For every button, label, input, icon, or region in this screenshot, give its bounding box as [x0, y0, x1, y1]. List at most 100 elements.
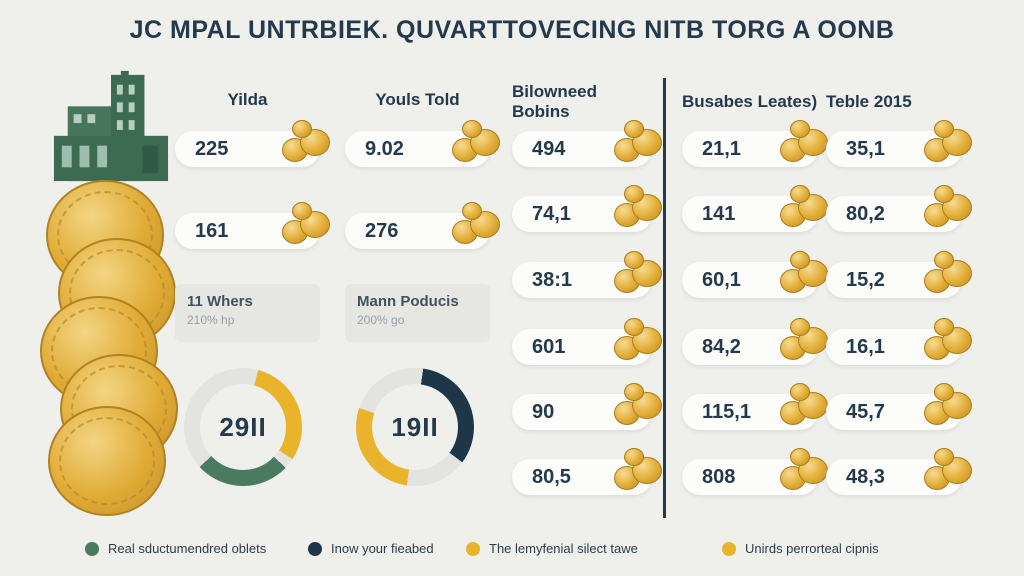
stat-value: 494 — [532, 137, 566, 160]
building-icon — [53, 70, 169, 182]
legend-item: The lemyfenial silect tawe — [466, 541, 638, 556]
stat-value: 80,2 — [846, 202, 885, 225]
stat-pill: 84,2 — [682, 318, 828, 365]
stat-pill: 90 — [512, 383, 662, 430]
coins-icon — [612, 185, 666, 233]
note-title: Mann Poducis — [357, 293, 459, 310]
stat-value: 80,5 — [532, 465, 571, 488]
stat-pill: 80,5 — [512, 448, 662, 495]
stat-value: 141 — [702, 202, 736, 225]
coins-icon — [778, 448, 832, 496]
coins-icon — [612, 251, 666, 299]
stat-pill: 494 — [512, 120, 662, 167]
legend-item: Inow your fieabed — [308, 541, 434, 556]
stat-pill: 15,2 — [826, 251, 972, 298]
legend-label: The lemyfenial silect tawe — [489, 541, 638, 556]
stat-value: 90 — [532, 400, 555, 423]
coins-icon — [280, 120, 334, 168]
coins-icon — [612, 448, 666, 496]
column-header-yilda: Yilda — [227, 90, 268, 109]
column-header-bilowneed-bobins: Bilowneed Bobins — [512, 82, 598, 122]
note-subtitle: 210% hp — [187, 313, 235, 327]
stat-pill: 115,1 — [682, 383, 828, 430]
coins-icon — [612, 120, 666, 168]
stat-value: 16,1 — [846, 335, 885, 358]
legend-label: Unirds perrorteal cipnis — [745, 541, 879, 556]
donut-chart-2: 19II — [356, 368, 474, 486]
legend-item: Real sductumendred oblets — [85, 541, 266, 556]
coins-icon — [280, 202, 334, 250]
coins-icon — [778, 185, 832, 233]
stat-value: 9.02 — [365, 137, 404, 160]
stat-pill: 276 — [345, 202, 500, 249]
legend-dot-green — [85, 541, 99, 556]
stat-pill: 601 — [512, 318, 662, 365]
coin-icon — [48, 406, 166, 516]
legend-item: Unirds perrorteal cipnis — [722, 541, 879, 556]
legend-dot-yellow-2 — [722, 541, 736, 556]
stat-pill: 9.02 — [345, 120, 500, 167]
stat-pill: 225 — [175, 120, 330, 167]
donut-value: 29II — [219, 411, 267, 442]
legend-label: Real sductumendred oblets — [108, 541, 267, 556]
stat-value: 115,1 — [702, 400, 751, 423]
stat-pill: 60,1 — [682, 251, 828, 298]
coins-icon — [778, 383, 832, 431]
column-header-teble-2015: Teble 2015 — [826, 92, 912, 111]
note-card: Mann Poducis 200% go — [345, 284, 490, 342]
coins-icon — [778, 120, 832, 168]
stat-pill: 808 — [682, 448, 828, 495]
stat-value: 45,7 — [846, 400, 885, 423]
coins-icon — [612, 383, 666, 431]
coins-icon — [922, 318, 976, 366]
coins-icon — [922, 251, 976, 299]
coins-icon — [450, 202, 504, 250]
stat-pill: 80,2 — [826, 185, 972, 232]
stat-value: 35,1 — [846, 137, 885, 160]
coins-icon — [922, 120, 976, 168]
donut-chart-1: 29II — [184, 368, 302, 486]
stat-value: 601 — [532, 335, 566, 358]
stat-value: 225 — [195, 137, 229, 160]
stat-pill: 141 — [682, 185, 828, 232]
coins-icon — [450, 120, 504, 168]
stat-value: 38:1 — [532, 268, 573, 291]
coins-icon — [778, 318, 832, 366]
coins-icon — [612, 318, 666, 366]
coins-icon — [922, 448, 976, 496]
note-subtitle: 200% go — [357, 313, 405, 327]
note-card: 11 Whers 210% hp — [175, 284, 320, 342]
stat-value: 161 — [195, 219, 229, 242]
coins-icon — [778, 251, 832, 299]
stat-pill: 74,1 — [512, 185, 662, 232]
stat-value: 15,2 — [846, 268, 885, 291]
legend-label: Inow your fieabed — [331, 541, 434, 556]
section-divider — [663, 78, 666, 518]
page-title: JC MPAL UNTRBIEK. QUVARTTOVECING NITB TO… — [129, 16, 895, 44]
stat-pill: 21,1 — [682, 120, 828, 167]
legend-dot-navy — [308, 541, 322, 556]
stat-value: 808 — [702, 465, 736, 488]
column-header-youls-told: Youls Told — [375, 90, 460, 109]
stat-value: 276 — [365, 219, 399, 242]
stat-value: 60,1 — [702, 268, 741, 291]
legend-dot-yellow — [466, 541, 480, 556]
stat-pill: 16,1 — [826, 318, 972, 365]
stat-value: 21,1 — [702, 137, 741, 160]
coins-icon — [922, 383, 976, 431]
stat-pill: 45,7 — [826, 383, 972, 430]
donut-value: 19II — [391, 411, 439, 442]
coins-icon — [922, 185, 976, 233]
stat-pill: 35,1 — [826, 120, 972, 167]
stat-value: 84,2 — [702, 335, 741, 358]
donut-center: 29II — [200, 384, 286, 470]
stat-pill: 161 — [175, 202, 330, 249]
stat-value: 74,1 — [532, 202, 571, 225]
stat-value: 48,3 — [846, 465, 885, 488]
donut-center: 19II — [372, 384, 458, 470]
note-title: 11 Whers — [187, 293, 253, 310]
column-header-busabes-leates: Busabes Leates) — [682, 92, 818, 111]
stat-pill: 38:1 — [512, 251, 662, 298]
stat-pill: 48,3 — [826, 448, 972, 495]
